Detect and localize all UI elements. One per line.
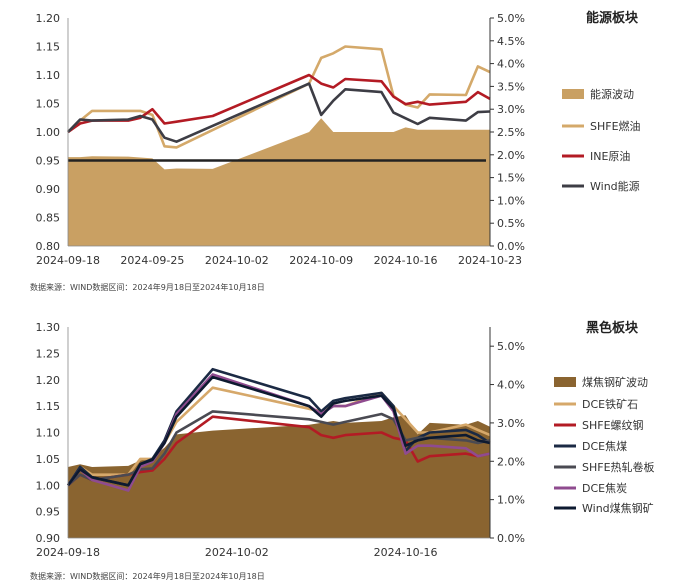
legend-item: SHFE螺纹钢 [554,418,644,432]
x-tick-label: 2024-10-02 [205,546,269,559]
x-tick-label: 2024-10-23 [458,254,522,267]
energy-chart-panel: 0.80 0.85 0.90 0.95 1.00 1.05 1.10 1.15 1.20 0.0%… [30,10,641,292]
x-tick-label: 2024-09-18 [36,546,100,559]
y-left-tick-label: 1.00 [36,479,61,492]
legend-label: 煤焦钢矿波动 [582,376,648,389]
y-left-tick-label: 1.05 [36,98,61,111]
legend-label: DCE焦炭 [582,482,627,495]
y-left-tick-label: 1.20 [36,12,61,25]
source-note: 数据来源：WIND数据区间：2024年9月18日至2024年10月18日 [30,282,265,292]
y-left-tick-label: 1.10 [36,427,61,440]
y-left-tick-label: 1.25 [36,347,61,360]
y-left-tick-label: 1.00 [36,126,61,139]
legend-label: 能源波动 [590,87,634,101]
line-series-0 [67,45,491,149]
legend-item: DCE铁矿石 [554,398,638,411]
y-right-tick-label: 0.0% [497,532,525,545]
legend-swatch-area [562,89,584,99]
legend-swatch-area [554,377,576,387]
x-tick-label: 2024-10-16 [374,546,438,559]
legend-item: SHFE燃油 [562,119,641,133]
y-right-tick-label: 3.0% [497,417,525,430]
black-chart-panel: 0.90 0.95 1.00 1.05 1.10 1.15 1.20 1.25 1.30 0.0%… [0,315,692,587]
area-series-0 [68,118,490,246]
y-right-tick-label: 4.0% [497,58,525,71]
black-chart: 0.90 0.95 1.00 1.05 1.10 1.15 1.20 1.25 1.30 0.0%… [30,320,655,581]
y-right-tick-label: 0.5% [497,217,525,230]
line-series-4 [66,373,491,492]
legend-label: INE原油 [590,149,630,163]
energy-chart: 0.80 0.85 0.90 0.95 1.00 1.05 1.10 1.15 1.20 0.0%… [30,10,641,292]
legend-label: Wind煤焦钢矿 [582,502,654,515]
legend-label: Wind能源 [590,179,640,193]
y-left-tick-label: 0.95 [36,506,61,519]
y-left-tick-label: 1.20 [36,374,61,387]
line-series-2 [67,82,491,143]
y-right-tick-label: 5.0% [497,12,525,25]
y-left-tick-label: 0.80 [36,240,61,253]
legend-item: INE原油 [562,149,630,163]
y-right-tick-label: 0.0% [497,240,525,253]
y-right-tick-label: 3.0% [497,103,525,116]
y-left-tick-label: 1.10 [36,69,61,82]
x-tick-label: 2024-10-16 [374,254,438,267]
legend-item: 能源波动 [562,87,634,101]
chart-title: 黑色板块 [586,320,639,336]
x-tick-label: 2024-10-02 [205,254,269,267]
legend-label: SHFE燃油 [590,119,641,133]
y-right-tick-label: 2.0% [497,455,525,468]
y-left-tick-label: 0.85 [36,212,61,225]
y-left-tick-label: 0.90 [36,532,61,545]
y-right-tick-label: 2.0% [497,149,525,162]
y-right-tick-label: 4.0% [497,379,525,392]
y-left-tick-label: 0.95 [36,155,61,168]
legend-item: 煤焦钢矿波动 [554,376,648,389]
y-left-tick-label: 1.05 [36,453,61,466]
x-tick-label: 2024-09-18 [36,254,100,267]
y-right-tick-label: 5.0% [497,340,525,353]
legend-item: DCE焦煤 [554,440,627,453]
y-left-tick-label: 1.15 [36,400,61,413]
y-left-tick-label: 1.30 [36,321,61,334]
y-right-tick-label: 1.0% [497,194,525,207]
source-note: 数据来源：WIND数据区间：2024年9月18日至2024年10月18日 [30,571,265,581]
y-left-tick-label: 1.15 [36,41,61,54]
legend-item: Wind能源 [562,179,640,193]
x-tick-label: 2024-09-25 [120,254,184,267]
y-right-tick-label: 1.5% [497,172,525,185]
y-left-tick-label: 0.90 [36,183,61,196]
line-series-1 [67,73,491,134]
legend-item: Wind煤焦钢矿 [554,502,654,515]
legend-item: SHFE热轧卷板 [554,460,655,474]
legend-label: SHFE螺纹钢 [582,418,644,432]
y-right-tick-label: 1.0% [497,494,525,507]
y-right-tick-label: 4.5% [497,35,525,48]
chart-title: 能源板块 [586,10,639,26]
y-right-tick-label: 2.5% [497,126,525,139]
legend-label: SHFE热轧卷板 [582,460,655,474]
legend-label: DCE焦煤 [582,440,627,453]
y-right-tick-label: 3.5% [497,80,525,93]
legend-label: DCE铁矿石 [582,398,638,411]
legend-item: DCE焦炭 [554,482,627,495]
line-series-5 [66,375,491,487]
x-tick-label: 2024-10-09 [289,254,353,267]
